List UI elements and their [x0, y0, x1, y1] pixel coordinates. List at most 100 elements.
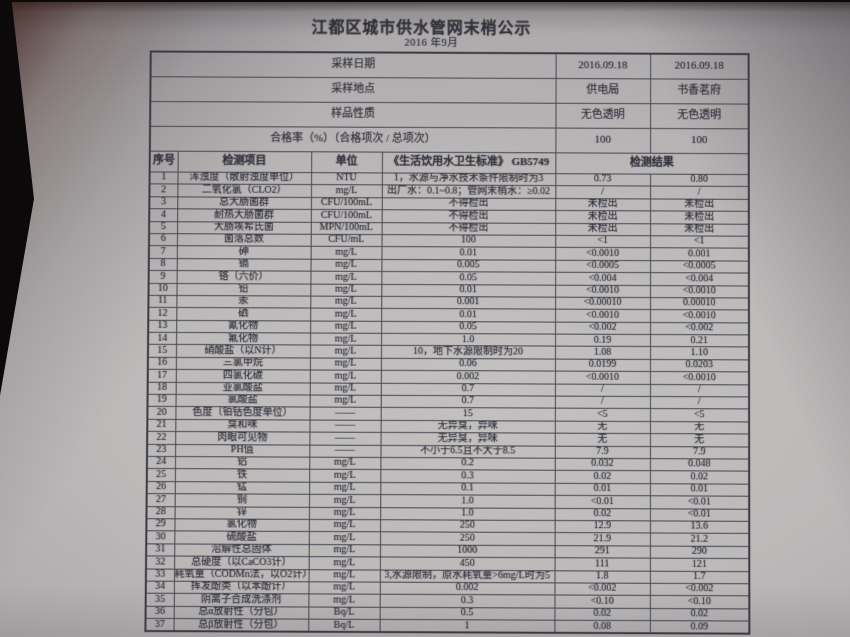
- cell-standard: 250: [380, 532, 555, 546]
- cell-result-2: <0.0010: [649, 371, 750, 385]
- cell-standard: 0.01: [381, 283, 556, 298]
- cell-index: 7: [148, 245, 177, 259]
- cell-result-1: 0.02: [554, 470, 650, 484]
- cell-unit: mg/L: [308, 569, 380, 583]
- cell-unit: CFU/100mL: [310, 209, 382, 223]
- cell-unit: mg/L: [308, 594, 380, 607]
- cell-result-2: 1.10: [649, 346, 750, 360]
- cell-result-1: 111: [554, 557, 650, 571]
- cell-item: 挥发酚类（以苯酚计）: [173, 581, 309, 595]
- cell-item: 色度（铂钴色度单位）: [175, 406, 310, 420]
- cell-unit: mg/L: [310, 283, 382, 297]
- cell-result-2: 13.6: [649, 520, 750, 534]
- cell-item: 总α放射性（分包）: [173, 606, 309, 620]
- column-header-row: 序号 检测项目 单位 《生活饮用水卫生标准》 GB5749 检测结果: [149, 151, 749, 175]
- cell-index: 23: [147, 443, 176, 457]
- cell-standard: 0.3: [379, 594, 555, 608]
- cell-result-2: 7.9: [649, 446, 750, 460]
- cell-index: 18: [147, 381, 176, 395]
- cell-result-2: 0.048: [649, 458, 750, 472]
- cell-index: 21: [147, 419, 176, 432]
- cell-standard: 不得检出: [381, 197, 556, 211]
- cell-result-1: 0.08: [554, 620, 650, 634]
- cell-standard: 0.7: [380, 382, 555, 397]
- column-header-standard: 《生活饮用水卫生标准》 GB5749: [381, 152, 556, 174]
- cell-result-2: 0.00010: [650, 297, 749, 311]
- cell-item: 镉: [176, 258, 311, 272]
- cell-result-1: <0.002: [554, 582, 650, 596]
- cell-unit: mg/L: [308, 519, 381, 533]
- cell-item: 臭和味: [175, 419, 310, 433]
- cell-result-2: <0.10: [649, 595, 750, 609]
- cell-result-1: 7.9: [554, 445, 650, 459]
- cell-result-1: 291: [554, 545, 650, 559]
- cell-result-1: <0.0010: [555, 247, 651, 261]
- cell-standard: 1000: [379, 544, 555, 558]
- cell-unit: ——: [309, 444, 381, 458]
- table-row: 37 总β放射性（分包） Bq/L 1 0.08 0.09: [145, 618, 750, 635]
- cell-item: 二氧化氯（CLO2）: [177, 184, 312, 198]
- cell-result-1: <1: [555, 235, 651, 249]
- cell-index: 20: [147, 406, 176, 420]
- cell-result-1: <0.0010: [555, 284, 651, 298]
- cell-index: 37: [145, 618, 174, 632]
- cell-unit: mg/L: [308, 581, 380, 595]
- cell-result-2: /: [649, 384, 750, 397]
- cell-unit: mg/L: [310, 320, 382, 334]
- cell-item: 浑浊度（散射浊度单位）: [177, 172, 312, 185]
- cell-result-2: <0.0010: [650, 285, 749, 298]
- cell-unit: mg/L: [310, 258, 382, 272]
- info-value-site2: 100: [650, 128, 749, 154]
- info-row-pass-rate: 合格率（%）（合格项次 / 总项次） 100 100: [149, 126, 749, 154]
- cell-item: 耗氧量（CODMn法，以O2计）: [173, 568, 309, 582]
- cell-standard: 0.002: [380, 370, 555, 384]
- cell-item: 总β放射性（分包）: [173, 618, 309, 633]
- column-header-unit: 单位: [311, 151, 383, 173]
- cell-standard: 0.05: [381, 321, 556, 335]
- cell-result-1: 0.02: [554, 507, 650, 521]
- cell-result-1: <0.10: [554, 595, 650, 609]
- cell-item: 阴离子合成洗涤剂: [173, 593, 309, 607]
- cell-standard: 0.3: [380, 469, 555, 484]
- cell-result-1: <0.0010: [555, 309, 651, 323]
- info-value-site1: 100: [555, 128, 651, 154]
- cell-standard: 450: [379, 557, 555, 571]
- cell-unit: mg/L: [308, 506, 381, 520]
- cell-result-1: /: [554, 383, 650, 397]
- measurement-rows: 1 浑浊度（散射浊度单位） NTU 1，水源与净水技术条件限制时为3 0.73 0.80 2…: [145, 171, 750, 635]
- cell-unit: mg/L: [310, 271, 382, 284]
- cell-standard: 0.002: [379, 582, 555, 596]
- cell-unit: ——: [309, 432, 381, 446]
- cell-unit: mg/L: [308, 531, 381, 545]
- cell-item: 铜: [174, 493, 310, 507]
- cell-standard: 3,水源限制，原水耗氧量>6mg/L时为5: [379, 569, 555, 583]
- cell-unit: mg/L: [309, 481, 381, 495]
- cell-item: 砷: [176, 246, 311, 259]
- cell-index: 27: [146, 493, 175, 507]
- info-value-site1: 2016.09.18: [555, 53, 651, 79]
- cell-item: 氯酸盐: [175, 394, 310, 408]
- cell-result-1: 无: [554, 420, 650, 434]
- cell-result-1: <0.0005: [555, 259, 651, 273]
- cell-result-2: 21.2: [649, 533, 750, 547]
- cell-result-2: <0.01: [649, 508, 750, 522]
- info-label: 样品性质: [150, 101, 556, 129]
- cell-item: 总硬度（以CaCO3计）: [174, 556, 309, 570]
- info-value-site1: 供电局: [555, 78, 651, 104]
- cell-index: 17: [147, 369, 176, 383]
- cell-standard: 0.06: [380, 358, 555, 372]
- cell-index: 34: [145, 580, 174, 594]
- cell-result-2: 未检出: [650, 198, 749, 212]
- info-row-sample-property: 样品性质 无色透明 无色透明: [150, 101, 749, 129]
- cell-result-1: 12.9: [554, 520, 650, 534]
- cell-standard: 0.01: [381, 308, 556, 322]
- cell-standard: 1.0: [380, 507, 555, 521]
- cell-item: 氟化物: [176, 332, 311, 346]
- cell-index: 4: [149, 208, 178, 222]
- cell-index: 10: [148, 282, 177, 296]
- cell-item: 菌落总数: [176, 233, 311, 247]
- cell-standard: 0.7: [380, 395, 555, 409]
- cell-index: 13: [148, 320, 177, 333]
